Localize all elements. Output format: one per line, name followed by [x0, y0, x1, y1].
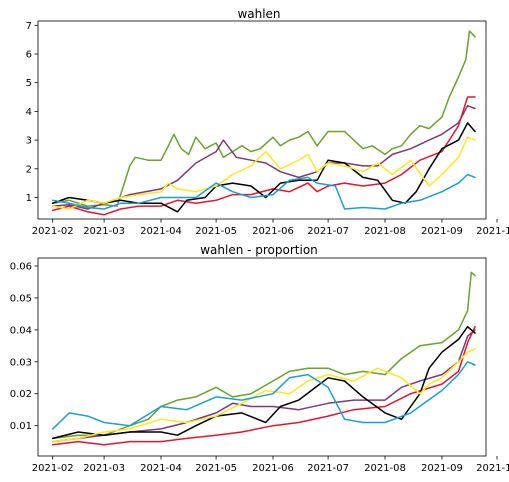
axis-layer: 2021-02 2021-03 2021-04 2021-05 2021-06 2021-…	[10, 261, 509, 474]
x-tick-label: 2021-02	[32, 226, 74, 237]
series-layer	[51, 30, 476, 216]
x-tick-label: 2021-07	[307, 463, 349, 474]
x-tick-label: 2021-05	[195, 463, 237, 474]
series-line-6	[51, 173, 476, 210]
y-tick-label: 0.04	[10, 325, 32, 336]
series-line-3	[51, 325, 476, 446]
x-tick-label: 2021-03	[83, 463, 125, 474]
x-tick-label: 2021-05	[195, 226, 237, 237]
series-line-1	[51, 30, 476, 207]
series-line-5	[51, 348, 476, 443]
x-tick-label: 2021-08	[364, 463, 406, 474]
y-tick-label: 0.01	[10, 421, 32, 432]
series-line-6	[51, 361, 476, 430]
y-tick-label: 0.03	[10, 357, 32, 368]
chart-title: wahlen	[237, 7, 280, 21]
series-line-4	[51, 122, 476, 213]
chart-wahlen-proportion: wahlen - proportion 2021-02 2021-03 2021-0…	[10, 243, 509, 474]
y-tick-label: 5	[26, 78, 32, 89]
series-layer	[51, 271, 476, 446]
x-tick-label: 2021-09	[421, 226, 463, 237]
series-line-2	[51, 104, 476, 210]
y-tick-label: 4	[26, 107, 32, 118]
x-tick-label: 2021-02	[32, 463, 74, 474]
x-tick-label: 2021-03	[83, 226, 125, 237]
x-tick-label: 2021-08	[364, 226, 406, 237]
x-tick-label: 2021-10	[476, 226, 509, 237]
y-tick-label: 0.06	[10, 261, 32, 272]
chart-title: wahlen - proportion	[200, 243, 318, 257]
y-tick-label: 0.05	[10, 293, 32, 304]
plot-frame	[37, 257, 487, 457]
x-tick-label: 2021-09	[421, 463, 463, 474]
y-tick-label: 3	[26, 136, 32, 147]
y-tick-label: 0.02	[10, 389, 32, 400]
y-tick-label: 2	[26, 164, 32, 175]
chart-wahlen: wahlen 2021-02 2021-03 2021-04 2021-05 2021-…	[26, 7, 509, 237]
x-tick-label: 2021-06	[252, 226, 294, 237]
x-tick-label: 2021-07	[307, 226, 349, 237]
plot-frame	[37, 20, 487, 220]
x-tick-label: 2021-06	[252, 463, 294, 474]
series-line-5	[51, 136, 476, 210]
x-tick-label: 2021-04	[140, 226, 182, 237]
y-tick-label: 1	[26, 193, 32, 204]
series-line-3	[51, 96, 476, 216]
axis-layer: 2021-02 2021-03 2021-04 2021-05 2021-06 2021-…	[26, 21, 509, 237]
y-tick-label: 6	[26, 50, 32, 61]
series-line-4	[51, 325, 476, 440]
y-tick-label: 7	[26, 21, 32, 32]
series-line-1	[51, 271, 476, 440]
x-tick-label: 2021-04	[140, 463, 182, 474]
x-tick-label: 2021-10	[476, 463, 509, 474]
